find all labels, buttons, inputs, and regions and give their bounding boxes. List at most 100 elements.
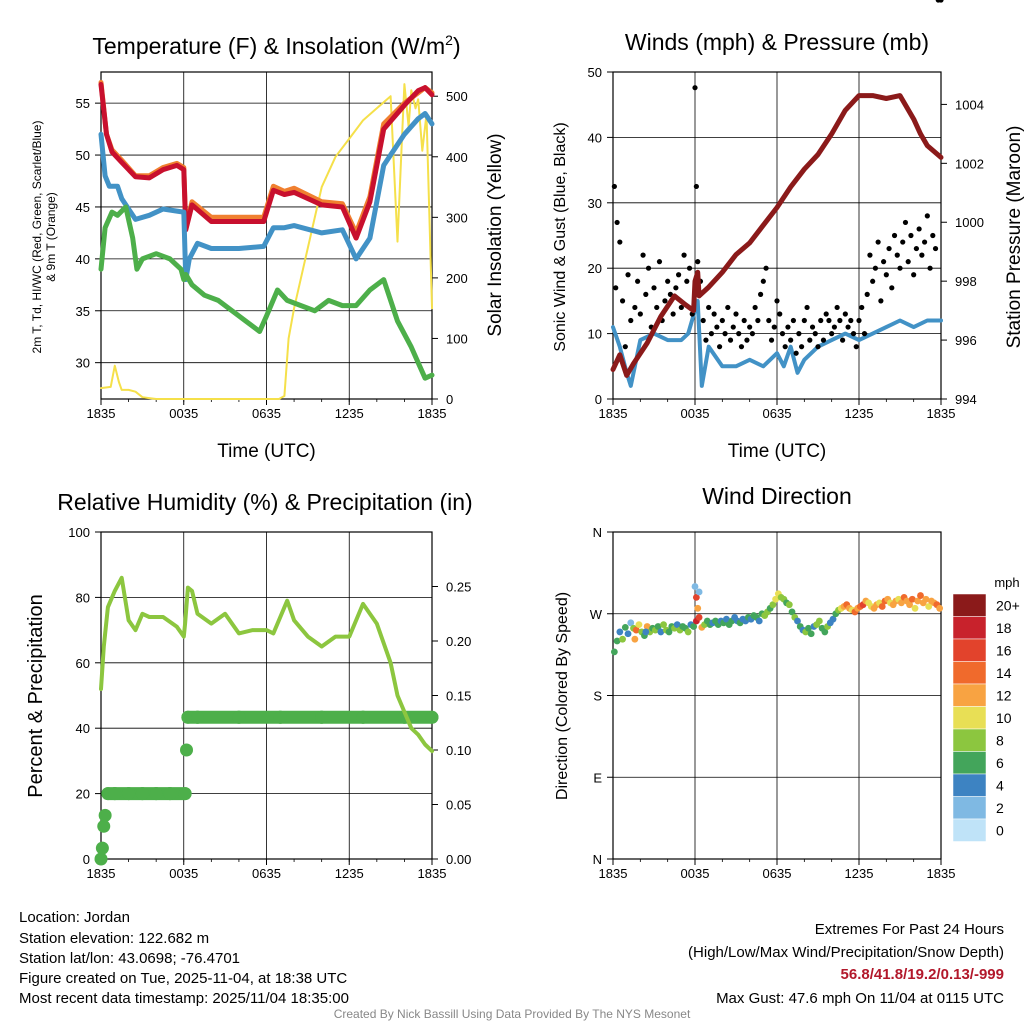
y-axis-label: Sonic Wind & Gust (Blue, Black) (552, 122, 569, 351)
y-tick-label: 0 (83, 852, 90, 867)
gust-point (820, 337, 827, 343)
y-right-tick-label: 1004 (955, 97, 984, 112)
gust-point (878, 298, 884, 304)
gust-point (703, 337, 709, 343)
gust-point (845, 324, 851, 330)
y-tick-label: S (593, 689, 602, 704)
colorbar-swatch (952, 638, 987, 662)
direction-point (794, 617, 801, 625)
direction-point (632, 626, 640, 634)
precipitation-point (232, 710, 246, 724)
gust-point (692, 85, 698, 91)
colorbar-swatch (952, 683, 987, 707)
direction-point (690, 623, 698, 630)
panel-2-frame: 1835 0035 0635 1235 183501020304050994996998… (588, 65, 984, 421)
panel-3-title: Relative Humidity (%) & Precipitation (i… (57, 489, 472, 515)
y-axis-label: Direction (Colored By Speed) (554, 592, 571, 800)
colorbar-label: 12 (996, 687, 1012, 703)
direction-point (908, 595, 916, 603)
colorbar-label: 10 (996, 710, 1012, 726)
x-tick-label: 1835 (87, 866, 116, 881)
gust-point (771, 324, 777, 330)
direction-point (936, 604, 944, 612)
direction-point (805, 624, 812, 632)
extremes-legend: (High/Low/Max Wind/Precipitation/Snow De… (688, 944, 1004, 961)
gust-point (719, 317, 725, 324)
gust-point (916, 226, 922, 232)
gust-point (747, 324, 753, 330)
precipitation-point (149, 787, 163, 801)
gust-point (927, 265, 933, 271)
gust-point (695, 259, 701, 265)
gust-point (665, 278, 671, 284)
x-tick-label: 0635 (763, 866, 792, 881)
plot-border (612, 71, 942, 400)
y-tick-label: 30 (588, 196, 602, 211)
x-axis-label: Time (UTC) (728, 441, 827, 462)
y-axis-label-line2: & 9m T (Orange) (44, 192, 58, 282)
y-right-tick-label: 400 (446, 150, 468, 165)
direction-point (610, 648, 618, 656)
gust-point (693, 183, 699, 190)
direction-point (695, 613, 703, 621)
gust-point (651, 285, 657, 291)
colorbar-label: 0 (996, 822, 1004, 838)
y-tick-label: 45 (76, 200, 90, 215)
gust-point (932, 245, 939, 252)
x-tick-label: 1235 (335, 866, 364, 881)
gust-point (801, 317, 807, 324)
y-tick-label: N (593, 525, 602, 540)
direction-point (642, 628, 650, 636)
gust-point (815, 344, 821, 350)
colorbar-label: 4 (996, 777, 1004, 793)
y-tick-label: 55 (76, 96, 90, 111)
gust-point (714, 324, 720, 330)
gust-point (749, 331, 756, 337)
gust-point (930, 232, 936, 239)
gust-point (788, 337, 794, 343)
y-axis-label: Percent & Precipitation (25, 594, 47, 797)
gust-point (834, 304, 840, 311)
precipitation-point (180, 743, 194, 757)
gust-point (812, 331, 818, 337)
direction-point (829, 615, 837, 623)
precipitation-point (122, 787, 136, 801)
direction-point (613, 637, 621, 645)
gust-point (730, 324, 736, 330)
gust-point (752, 304, 758, 311)
gust-point (894, 252, 900, 258)
gust-point (902, 219, 909, 226)
gust-point (900, 239, 906, 245)
gust-point (678, 304, 684, 311)
y-tick-label: 50 (588, 65, 602, 80)
gust-point (744, 337, 750, 343)
gust-point (840, 337, 846, 343)
y-tick-label: 40 (76, 252, 90, 267)
panel-1-title: Temperature (F) & Insolation (W/m2) (92, 32, 460, 59)
y-tick-label: 40 (76, 721, 90, 736)
gust-point (777, 311, 783, 317)
gust-point (823, 311, 829, 317)
y-right-tick-label: 0.05 (446, 798, 471, 813)
gust-point (625, 272, 631, 278)
gust-point (804, 304, 810, 311)
gust-point (768, 337, 775, 343)
solar-insolation-line (100, 83, 433, 400)
direction-point (692, 594, 700, 601)
colorbar-swatch (952, 796, 987, 820)
gust-point (766, 317, 772, 324)
precipitation-point (425, 710, 439, 724)
gust-point (706, 304, 712, 311)
x-tick-label: 1835 (418, 406, 447, 421)
y-tick-label: W (590, 607, 603, 622)
gust-point (867, 252, 873, 258)
y-right-tick-label: 0 (446, 392, 453, 407)
gust-point (640, 252, 646, 258)
direction-point (643, 623, 651, 630)
gust-point (711, 311, 717, 317)
gust-point (837, 317, 843, 324)
direction-point (788, 608, 796, 616)
precipitation-point (181, 710, 195, 724)
humidity-series (94, 575, 439, 866)
x-tick-label: 0035 (681, 406, 710, 421)
